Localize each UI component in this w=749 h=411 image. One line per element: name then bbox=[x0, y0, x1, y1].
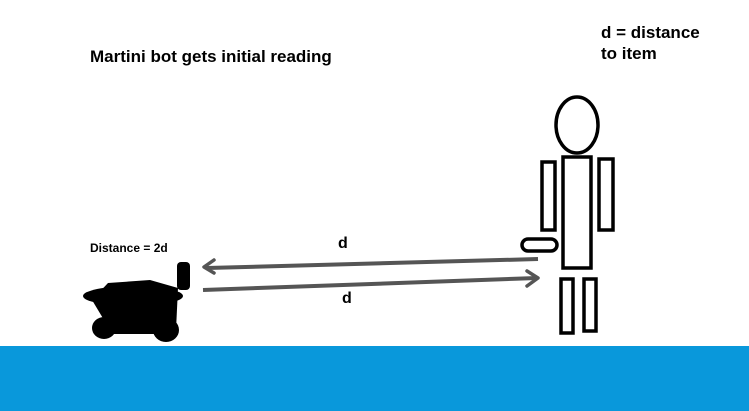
legend-line-2: to item bbox=[601, 44, 657, 63]
legend-line-1: d = distance bbox=[601, 23, 700, 42]
floor bbox=[0, 346, 749, 411]
robot-icon bbox=[83, 262, 190, 342]
return-distance-label: d bbox=[342, 290, 352, 307]
person-right-leg bbox=[582, 277, 598, 333]
diagram-title: Martini bot gets initial reading bbox=[90, 47, 332, 66]
person-right-arm bbox=[597, 157, 615, 232]
person-stick-figure-icon bbox=[520, 95, 615, 335]
person-left-arm bbox=[540, 160, 557, 232]
person-hand bbox=[520, 237, 559, 253]
outgoing-distance-label: d bbox=[338, 235, 348, 252]
person-left-leg bbox=[559, 277, 575, 335]
outgoing-arrowhead bbox=[525, 269, 540, 288]
signal-arrows bbox=[202, 257, 540, 292]
person-body bbox=[561, 155, 593, 270]
return-arrowhead bbox=[202, 258, 216, 275]
robot-reading-label: Distance = 2d bbox=[90, 241, 168, 255]
outgoing-arrow-line bbox=[202, 276, 538, 292]
person-head bbox=[554, 95, 600, 155]
legend-note: d = distance to item bbox=[601, 22, 700, 64]
return-arrow-line bbox=[206, 257, 539, 270]
